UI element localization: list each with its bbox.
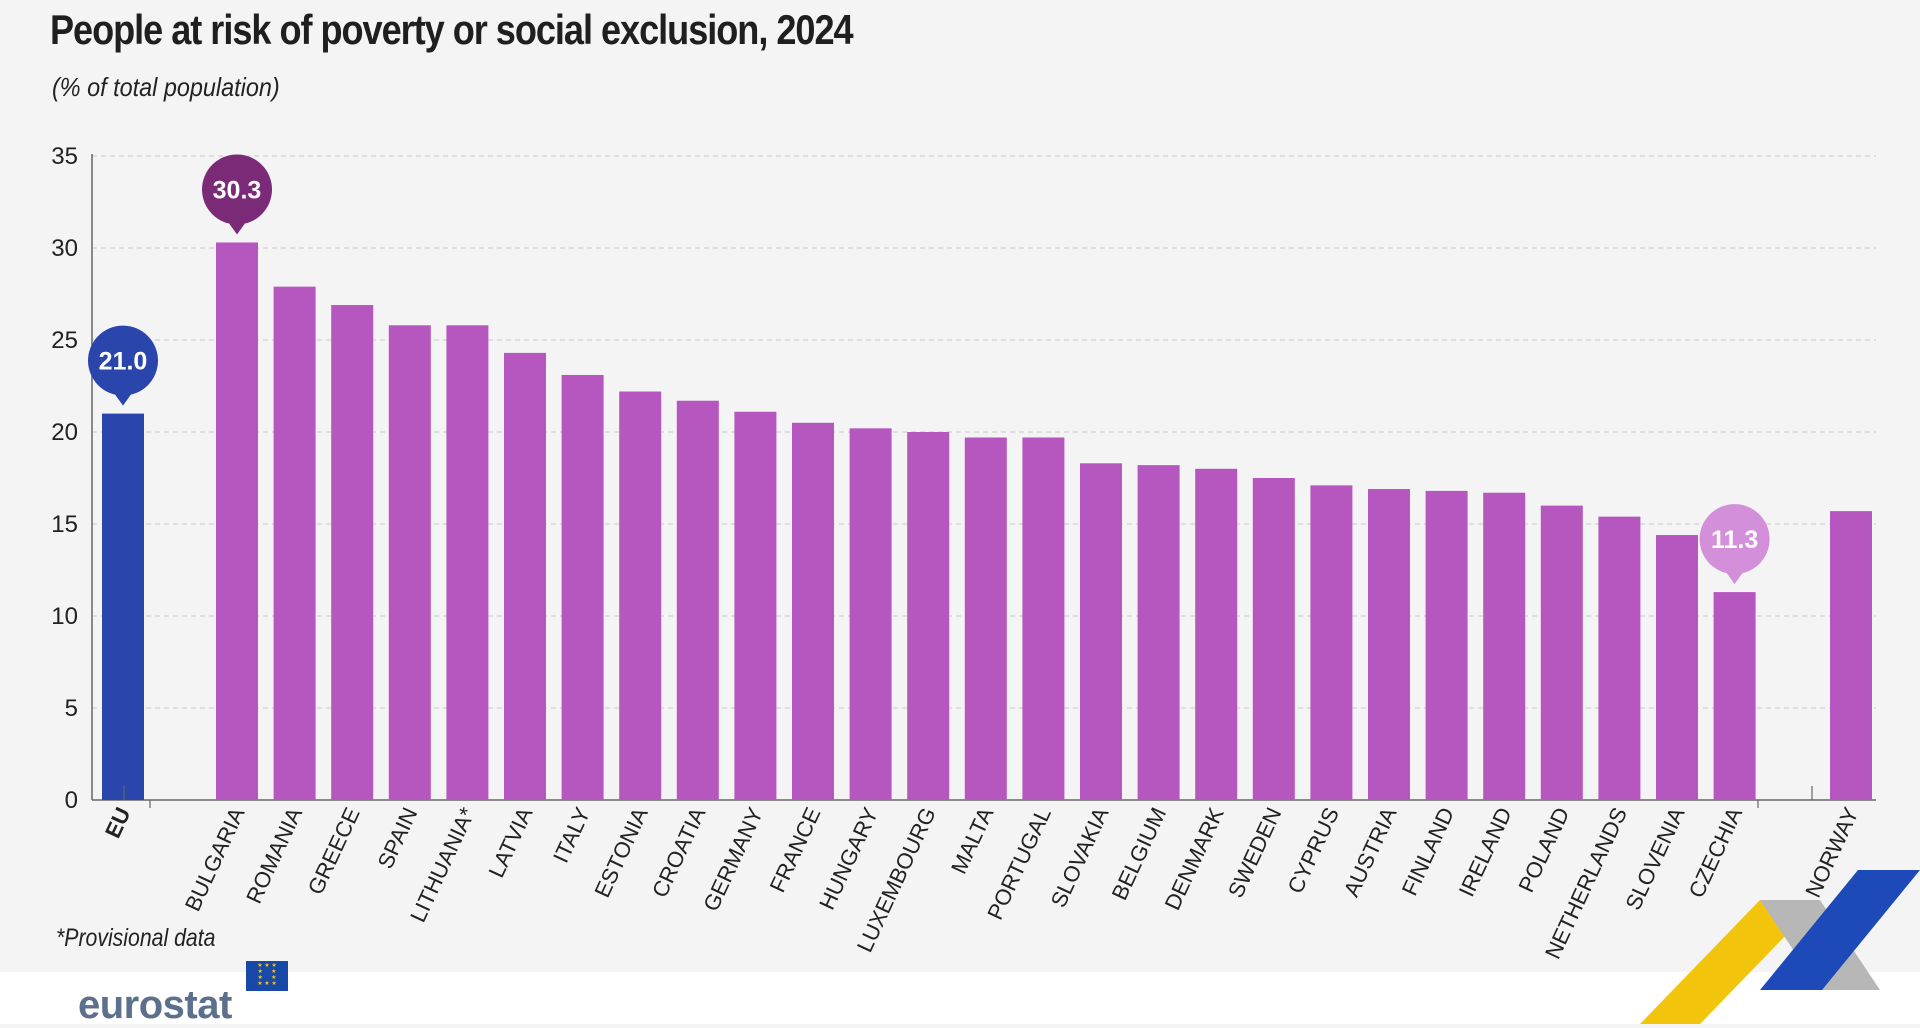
deco-yellow-stripe	[1640, 900, 1820, 1024]
bar-italy	[561, 374, 604, 800]
callout-bubble	[88, 325, 158, 396]
x-tick-label: AUSTRIA	[1339, 803, 1402, 900]
chart-subtitle: (% of total population)	[52, 72, 280, 102]
bar-bulgaria	[216, 242, 258, 801]
y-tick-label: 25	[51, 327, 78, 354]
bar-hungary	[849, 428, 892, 800]
callout-pointer	[1724, 570, 1745, 585]
x-tick-label: CYPRUS	[1283, 804, 1344, 898]
x-tick-label: GREECE	[303, 804, 365, 899]
eu-flag-icon: ★ ★ ★ ★ ★ ★ ★ ★ ★ ★	[246, 961, 288, 991]
data-label: 21.0	[99, 348, 148, 376]
corner-decoration	[1640, 870, 1920, 1024]
x-tick-label: FINLAND	[1397, 804, 1459, 900]
y-tick-label: 20	[51, 419, 78, 446]
bar-portugal	[1022, 437, 1065, 800]
x-tick-label: SPAIN	[372, 804, 422, 873]
callout-bubble	[1699, 504, 1770, 575]
x-tick-label: DENMARK	[1160, 803, 1229, 914]
bar-ireland	[1483, 492, 1526, 800]
x-tick-label: BULGARIA	[180, 803, 250, 915]
bar-malta	[964, 437, 1007, 800]
bar-latvia	[504, 352, 546, 800]
x-tick-label: HUNGARY	[814, 803, 883, 913]
x-tick-label: ESTONIA	[589, 803, 652, 901]
data-label: 30.3	[213, 176, 262, 204]
y-tick-label: 15	[51, 511, 78, 538]
bar-poland	[1540, 505, 1583, 800]
bar-cyprus	[1310, 485, 1353, 800]
bar-luxembourg	[907, 432, 950, 800]
bar-austria	[1368, 489, 1410, 800]
bar-greece	[331, 305, 374, 800]
bar-estonia	[619, 391, 662, 800]
callout-bubble	[202, 154, 272, 225]
footnote: *Provisional data	[56, 924, 216, 952]
bar-denmark	[1195, 468, 1238, 800]
footer-bar	[0, 972, 1920, 1024]
y-tick-label: 10	[51, 603, 78, 630]
x-tick-label: ITALY	[548, 803, 595, 866]
x-tick-label: SLOVAKIA	[1046, 803, 1114, 911]
x-tick-label: SWEDEN	[1223, 804, 1286, 902]
y-tick-label: 30	[51, 235, 78, 262]
bar-spain	[388, 325, 431, 800]
y-tick-label: 0	[65, 787, 78, 814]
eurostat-logo[interactable]: eurostat	[78, 983, 232, 1027]
deco-blue-stripe	[1760, 870, 1920, 990]
bar-czechia	[1713, 592, 1756, 800]
x-tick-label: LATVIA	[484, 803, 538, 881]
y-tick-label: 35	[51, 143, 78, 170]
chart-title: People at risk of poverty or social excl…	[50, 6, 854, 53]
x-tick-label: GERMANY	[698, 803, 768, 915]
x-tick-label: CROATIA	[647, 803, 710, 901]
bar-norway	[1830, 511, 1872, 800]
x-tick-label: POLAND	[1513, 804, 1574, 897]
bar-france	[792, 422, 834, 800]
bar-sweden	[1252, 478, 1295, 800]
x-tick-label: MALTA	[946, 803, 998, 877]
data-label: 11.3	[1711, 526, 1758, 554]
bar-romania	[273, 286, 316, 800]
x-tick-label: FRANCE	[765, 804, 826, 897]
bar-croatia	[676, 400, 719, 800]
callout-pointer	[113, 391, 133, 406]
bar-germany	[734, 411, 777, 800]
y-tick-label: 5	[65, 695, 78, 722]
bar-slovakia	[1080, 463, 1122, 800]
bar-netherlands	[1598, 516, 1641, 800]
bar-slovenia	[1656, 535, 1698, 800]
callout-pointer	[227, 220, 247, 235]
x-tick-label: EU	[100, 804, 136, 842]
x-tick-label: BELGIUM	[1107, 804, 1172, 904]
x-tick-label: ROMANIA	[241, 803, 307, 907]
bar-finland	[1425, 490, 1468, 800]
bar-lithuania	[446, 325, 489, 800]
bar-belgium	[1137, 465, 1180, 800]
bar-eu	[102, 413, 144, 800]
x-tick-label: IRELAND	[1454, 804, 1517, 901]
